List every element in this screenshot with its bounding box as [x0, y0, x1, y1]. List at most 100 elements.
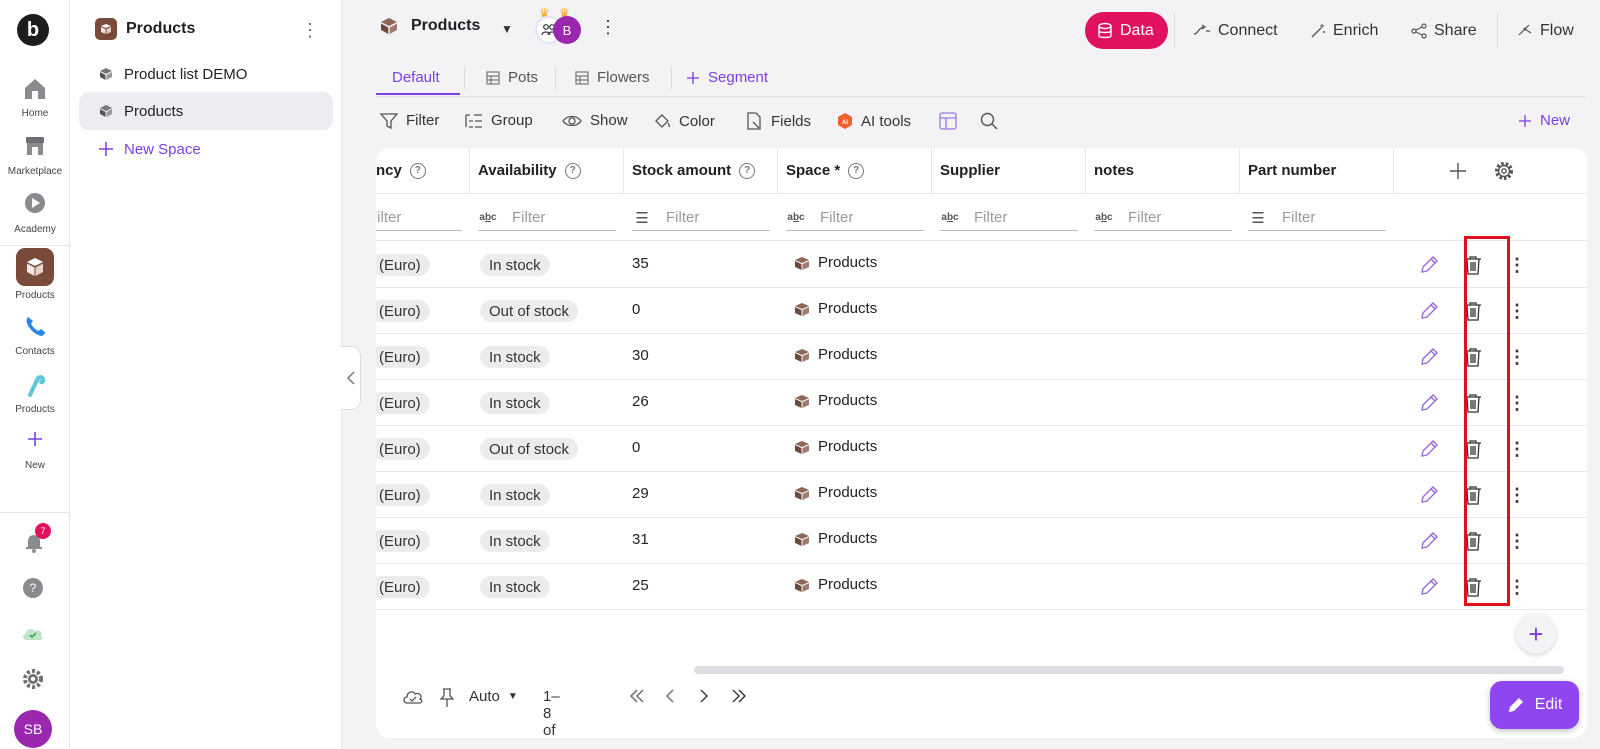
rail-marketplace[interactable]: Marketplace [0, 130, 70, 177]
add-row-button[interactable]: + [1516, 614, 1556, 654]
help-icon[interactable]: ? [22, 577, 44, 599]
column-header-supplier[interactable]: Supplier [932, 148, 1086, 194]
trash-icon[interactable] [1462, 438, 1484, 460]
help-icon[interactable]: ? [848, 162, 865, 179]
group-button[interactable]: Group [465, 112, 533, 129]
fields-button[interactable]: Fields [745, 112, 811, 130]
trash-icon[interactable] [1462, 300, 1484, 322]
chevron-down-icon[interactable]: ▼ [501, 22, 513, 36]
edit-row-icon[interactable] [1418, 300, 1440, 322]
trash-icon[interactable] [1462, 392, 1484, 414]
stock-filter-input[interactable]: ☰ Filter [632, 205, 770, 231]
horizontal-scrollbar[interactable] [694, 666, 1564, 674]
first-page-icon[interactable] [628, 688, 646, 704]
settings-icon[interactable] [21, 667, 45, 691]
row-more-icon[interactable]: ⋮ [1508, 392, 1526, 413]
tab-flowers[interactable]: Flowers [575, 69, 650, 86]
table-row[interactable]: (Euro) Out of stock 0 Products ⋮ [376, 426, 1587, 472]
column-header-currency[interactable]: ncy ? [376, 148, 470, 194]
last-page-icon[interactable] [730, 688, 748, 704]
space-filter-input[interactable]: abc Filter [786, 205, 924, 231]
edit-row-icon[interactable] [1418, 530, 1440, 552]
help-icon[interactable]: ? [409, 162, 426, 179]
sidebar-more-icon[interactable]: ⋮ [301, 20, 319, 40]
connect-button[interactable]: Connect [1193, 12, 1278, 49]
collaborators[interactable]: ♛ ♛ B [535, 6, 581, 46]
table-row[interactable]: (Euro) Out of stock 0 Products ⋮ [376, 288, 1587, 334]
data-button[interactable]: Data [1085, 12, 1168, 49]
tab-pots[interactable]: Pots [486, 69, 538, 86]
rail-new[interactable]: New [0, 424, 70, 471]
trash-icon[interactable] [1462, 346, 1484, 368]
table-row[interactable]: (Euro) In stock 30 Products ⋮ [376, 334, 1587, 380]
sidebar-item-products[interactable]: Products [79, 92, 333, 130]
new-record-button[interactable]: New [1518, 112, 1570, 129]
more-options-icon[interactable]: ⋮ [599, 17, 617, 37]
row-more-icon[interactable]: ⋮ [1508, 530, 1526, 551]
part-number-filter-input[interactable]: ☰ Filter [1248, 205, 1386, 231]
space-title[interactable]: Products [379, 16, 480, 36]
trash-icon[interactable] [1462, 484, 1484, 506]
add-column-icon[interactable] [1449, 162, 1467, 180]
collapse-sidebar-button[interactable] [341, 346, 361, 410]
sidebar-item-product-list-demo[interactable]: Product list DEMO [79, 55, 333, 93]
edit-row-icon[interactable] [1418, 484, 1440, 506]
share-button[interactable]: Share [1411, 12, 1477, 49]
column-header-space[interactable]: Space * ? [778, 148, 932, 194]
rail-academy[interactable]: Academy [0, 188, 70, 235]
row-more-icon[interactable]: ⋮ [1508, 346, 1526, 367]
user-avatar[interactable]: SB [14, 710, 52, 748]
edit-row-icon[interactable] [1418, 392, 1440, 414]
show-button[interactable]: Show [562, 112, 628, 129]
trash-icon[interactable] [1462, 576, 1484, 598]
row-more-icon[interactable]: ⋮ [1508, 576, 1526, 597]
row-more-icon[interactable]: ⋮ [1508, 438, 1526, 459]
edit-row-icon[interactable] [1418, 576, 1440, 598]
enrich-button[interactable]: Enrich [1310, 12, 1378, 49]
table-row[interactable]: (Euro) In stock 25 Products ⋮ [376, 564, 1587, 610]
rail-products-2[interactable]: Products [0, 368, 70, 415]
row-more-icon[interactable]: ⋮ [1508, 484, 1526, 505]
table-row[interactable]: (Euro) In stock 26 Products ⋮ [376, 380, 1587, 426]
rail-home[interactable]: Home [0, 72, 70, 119]
next-page-icon[interactable] [698, 688, 710, 704]
notes-filter-input[interactable]: abc Filter [1094, 205, 1232, 231]
availability-filter-input[interactable]: abc Filter [478, 205, 616, 231]
rail-contacts[interactable]: Contacts [0, 310, 70, 357]
cloud-sync-icon[interactable] [402, 688, 424, 706]
color-button[interactable]: Color [653, 112, 715, 130]
layout-button[interactable] [939, 112, 957, 130]
flow-button[interactable]: Flow [1517, 12, 1574, 49]
edit-row-icon[interactable] [1418, 346, 1440, 368]
help-icon[interactable]: ? [739, 162, 756, 179]
row-height-select[interactable]: Auto ▼ [469, 688, 518, 705]
rail-products-active[interactable]: Products [0, 248, 70, 301]
table-row[interactable]: (Euro) In stock 29 Products ⋮ [376, 472, 1587, 518]
currency-filter-input[interactable]: Filter [376, 205, 462, 231]
edit-row-icon[interactable] [1418, 438, 1440, 460]
new-space-button[interactable]: New Space [79, 130, 333, 168]
cloud-check-icon[interactable] [20, 622, 46, 644]
bell-icon[interactable] [22, 530, 46, 554]
tab-add-segment[interactable]: Segment [686, 69, 768, 86]
gear-icon[interactable] [1493, 160, 1515, 182]
column-header-notes[interactable]: notes [1086, 148, 1240, 194]
edit-row-icon[interactable] [1418, 254, 1440, 276]
filter-button[interactable]: Filter [380, 112, 439, 129]
tab-default[interactable]: Default [392, 69, 440, 86]
column-header-stock-amount[interactable]: Stock amount ? [624, 148, 778, 194]
pin-icon[interactable] [440, 688, 454, 708]
column-header-availability[interactable]: Availability ? [470, 148, 624, 194]
prev-page-icon[interactable] [664, 688, 676, 704]
table-row[interactable]: (Euro) In stock 35 Products ⋮ [376, 242, 1587, 288]
table-row[interactable]: (Euro) In stock 31 Products ⋮ [376, 518, 1587, 564]
trash-icon[interactable] [1462, 254, 1484, 276]
edit-button[interactable]: Edit [1490, 681, 1579, 729]
ai-tools-button[interactable]: AI AI tools [837, 112, 911, 130]
column-header-part-number[interactable]: Part number [1240, 148, 1394, 194]
row-more-icon[interactable]: ⋮ [1508, 254, 1526, 275]
row-more-icon[interactable]: ⋮ [1508, 300, 1526, 321]
supplier-filter-input[interactable]: abc Filter [940, 205, 1078, 231]
trash-icon[interactable] [1462, 530, 1484, 552]
help-icon[interactable]: ? [564, 162, 581, 179]
